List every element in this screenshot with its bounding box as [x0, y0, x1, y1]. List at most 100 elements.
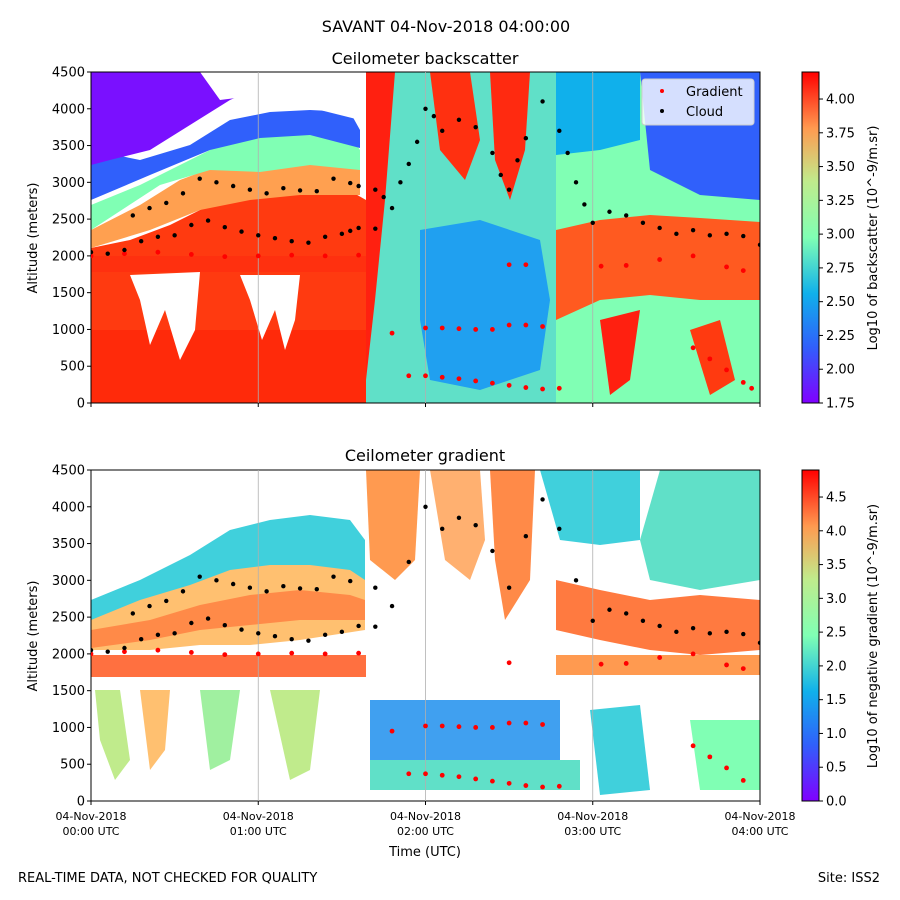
gradient-title: Ceilometer gradient: [345, 446, 505, 465]
cloud-point: [406, 161, 411, 167]
colorbar-tick-label: 0.0: [826, 795, 847, 810]
gradient-point: [155, 249, 161, 255]
y-tick-label: 2500: [52, 611, 85, 626]
gradient-point: [690, 253, 696, 259]
legend-gradient-label: Gradient: [686, 85, 743, 100]
cloud-point: [356, 225, 361, 231]
colorbar-tick-label: 3.25: [826, 194, 855, 209]
gradient-point: [506, 322, 512, 328]
cloud-point: [138, 636, 144, 642]
gradient-point: [91, 651, 94, 657]
colorbar-tick-label: 3.00: [826, 228, 855, 243]
cloud-point: [105, 251, 110, 256]
gradient-point: [456, 326, 462, 332]
cloud-point: [506, 187, 512, 192]
gradient-point: [623, 661, 629, 666]
gradient-point: [439, 325, 445, 331]
cloud-point: [515, 158, 520, 163]
backscatter-colorbar-label: Log10 of backscatter (10^-9/m.sr): [866, 126, 881, 351]
gradient-point: [540, 784, 545, 790]
cloud-point: [155, 234, 161, 239]
cloud-point: [348, 180, 353, 186]
gradient-point: [473, 776, 479, 782]
gradient-point: [490, 778, 495, 784]
gradient-point: [490, 380, 495, 386]
cloud-point: [214, 578, 219, 583]
legend-gradient-marker: [660, 89, 664, 93]
gradient-point: [724, 765, 729, 771]
y-tick-label: 500: [60, 360, 85, 375]
cloud-point: [222, 225, 227, 230]
y-tick-label: 2500: [52, 213, 85, 228]
cloud-point: [624, 611, 629, 616]
cloud-point: [289, 636, 294, 642]
gradient-point: [556, 783, 562, 789]
colorbar-tick-label: 4.0: [826, 524, 847, 539]
gradient-point: [740, 778, 746, 783]
gradient-point: [506, 660, 512, 666]
gradient-ylabel: Altitude (meters): [26, 581, 41, 692]
backscatter-colorbar-bar: [801, 71, 820, 404]
cloud-point: [155, 632, 161, 637]
backscatter-panel: Ceilometer backscatter: [26, 49, 881, 412]
gradient-point: [322, 253, 328, 259]
colorbar-tick-label: 1.5: [826, 693, 847, 708]
cloud-point: [582, 202, 587, 207]
backscatter-cloud-series: [91, 99, 760, 256]
cloud-point: [91, 250, 94, 255]
cloud-point: [590, 618, 595, 623]
cloud-point: [297, 188, 303, 193]
gradient-point: [556, 385, 562, 391]
backscatter-colorbar-ticks: 1.75 2.00 2.25 2.50 2.75 3.00 3.25 3.50 3.75 4.00: [819, 93, 855, 412]
gradient-point: [490, 327, 495, 332]
cloud-point: [707, 233, 713, 238]
gradient-point: [506, 382, 512, 388]
x-tick-time: 01:00 UTC: [230, 825, 287, 838]
cloud-point: [540, 99, 545, 104]
gradient-point: [456, 774, 462, 780]
figure-title: SAVANT 04-Nov-2018 04:00:00: [322, 17, 570, 36]
cloud-point: [130, 213, 136, 218]
cloud-point: [197, 574, 202, 579]
cloud-point: [289, 238, 294, 244]
gradient-point: [322, 651, 328, 657]
cloud-point: [230, 581, 236, 587]
y-tick-label: 0: [77, 795, 85, 810]
gradient-point: [473, 327, 479, 332]
gradient-point: [506, 720, 512, 726]
y-tick-label: 3000: [52, 574, 85, 589]
cloud-point: [590, 220, 595, 225]
cloud-point: [414, 139, 420, 145]
cloud-point: [272, 236, 278, 241]
cloud-point: [256, 631, 261, 636]
colorbar-tick-label: 4.5: [826, 491, 847, 506]
cloud-point: [230, 183, 236, 189]
cloud-point: [314, 586, 319, 592]
gradient-point: [724, 264, 729, 270]
colorbar-tick-label: 3.5: [826, 558, 847, 573]
cloud-point: [423, 504, 428, 509]
y-tick-label: 1500: [52, 684, 85, 699]
y-tick-label: 3500: [52, 139, 85, 154]
y-tick-label: 1500: [52, 286, 85, 301]
cloud-point: [239, 229, 244, 234]
legend-cloud-marker: [660, 109, 664, 113]
cloud-point: [690, 227, 696, 233]
gradient-y-ticks: 0 500 1000 1500 2000 2500 3000 3500 4000 4500: [52, 464, 91, 810]
cloud-point: [523, 136, 529, 141]
y-tick-label: 0: [77, 397, 85, 412]
cloud-point: [456, 515, 462, 521]
cloud-point: [281, 186, 286, 191]
gradient-point: [473, 378, 479, 384]
colorbar-tick-label: 3.75: [826, 126, 855, 141]
gradient-point: [473, 725, 479, 730]
cloud-point: [540, 497, 545, 502]
cloud-point: [573, 180, 579, 185]
x-tick-date: 04-Nov-2018: [724, 810, 795, 823]
gradient-point: [523, 720, 529, 726]
cloud-point: [331, 574, 336, 579]
cloud-point: [373, 187, 378, 192]
gradient-point: [523, 322, 529, 328]
gradient-colorbar: 0.0 0.5 1.0 1.5 2.0 2.5 3.0 3.5 4.0 4.5 Log10 of …: [801, 469, 881, 810]
